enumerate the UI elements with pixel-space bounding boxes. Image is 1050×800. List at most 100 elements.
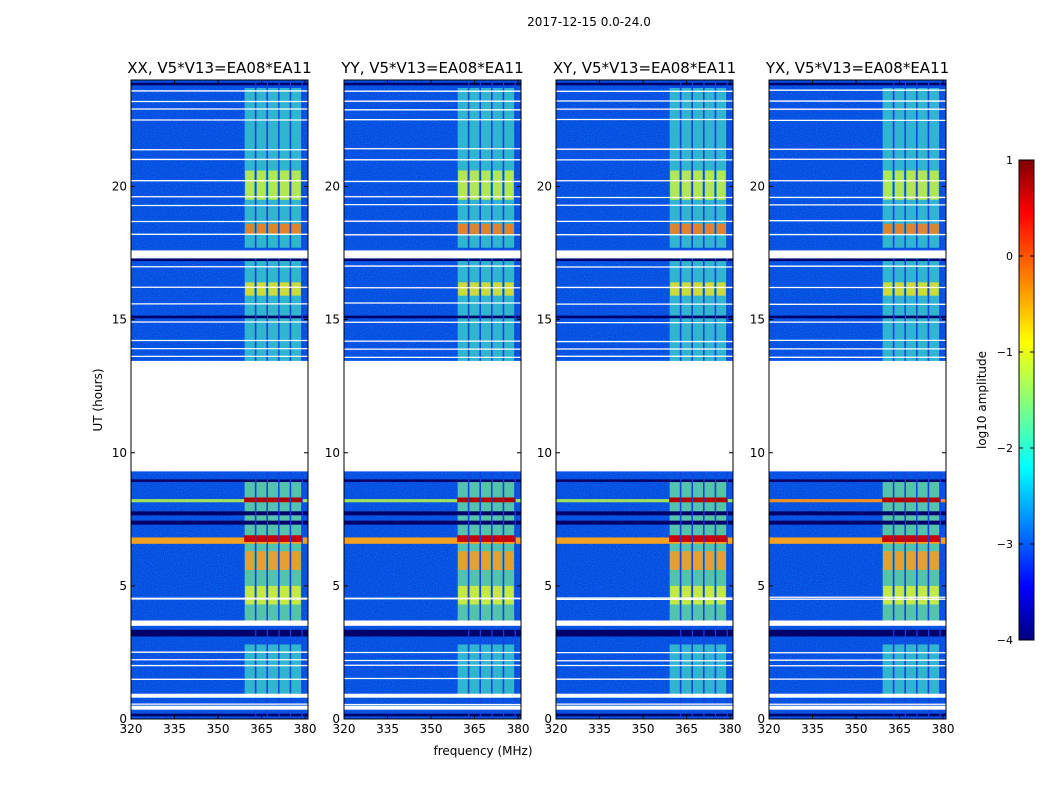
rfi-hotspot: [906, 282, 916, 296]
x-tick-label: 380: [294, 722, 317, 736]
flagged-gap: [131, 360, 308, 365]
rfi-hotspot: [291, 170, 301, 200]
rfi-hotspot: [917, 551, 928, 570]
axes-frame: [768, 79, 947, 720]
rfi-band: [267, 87, 278, 248]
rfi-band: [469, 87, 480, 248]
rfi-band: [905, 87, 916, 248]
axes-frame: [555, 79, 734, 720]
rfi-band: [692, 255, 703, 363]
rfi-band: [469, 644, 480, 698]
rfi-hotspot: [894, 551, 904, 570]
y-tick-label: 10: [325, 446, 340, 460]
rfi-hotspot: [681, 551, 691, 570]
rfi-hotspot: [929, 282, 939, 296]
colorbar-tick-label: −2: [997, 442, 1013, 455]
panel-title: YY, V5*V13=EA08*EA11: [340, 59, 523, 77]
flagged-row: [769, 713, 946, 717]
x-tick-label: 320: [545, 722, 568, 736]
rfi-band: [504, 644, 515, 698]
rfi-hotspot: [245, 170, 255, 200]
rfi-band: [917, 255, 928, 363]
rfi-band: [244, 644, 255, 698]
panel-title: XX, V5*V13=EA08*EA11: [127, 59, 311, 77]
colorbar: −4 −3 −2 −1 0 1 log10 amplitude: [975, 154, 1035, 647]
rfi-hotspot: [704, 282, 715, 296]
rfi-hotspot: [469, 282, 479, 296]
x-tick-label: 380: [719, 722, 742, 736]
rfi-strong-line: [556, 499, 733, 503]
y-tick-label: 20: [112, 180, 127, 194]
rfi-band: [504, 87, 515, 248]
flagged-row: [556, 82, 733, 86]
rfi-band: [291, 255, 302, 363]
rfi-strong-line: [344, 537, 521, 544]
rfi-band: [929, 87, 940, 248]
flagged-row: [556, 315, 733, 319]
x-tick-label: 335: [588, 722, 611, 736]
no-data-gap: [344, 362, 521, 472]
y-tick-label: 20: [325, 180, 340, 194]
rfi-band: [457, 255, 468, 363]
rfi-hotspot: [929, 585, 939, 605]
rfi-hotspot: [906, 585, 916, 605]
rfi-hotspot: [481, 170, 491, 200]
y-tick-label: 0: [332, 712, 340, 726]
y-tick-label: 5: [119, 579, 127, 593]
rfi-hotspot: [693, 585, 703, 605]
rfi-hotspot: [469, 223, 479, 235]
rfi-hotspot: [883, 282, 893, 296]
flagged-row: [556, 511, 733, 516]
rfi-band: [905, 644, 916, 698]
rfi-hotspot: [504, 551, 514, 570]
spectrogram-panel-1: XX, V5*V13=EA08*EA11 320 335 350 365 380 0 5 10 1…: [112, 59, 317, 736]
rfi-hotspot: [670, 223, 680, 235]
rfi-hotspot: [704, 223, 715, 235]
flagged-row: [556, 258, 733, 262]
rfi-hotspot: [291, 223, 301, 235]
rfi-band: [244, 255, 255, 363]
rfi-hotspot: [681, 170, 691, 200]
rfi-band: [492, 255, 503, 363]
rfi-strong-line: [344, 499, 521, 503]
rfi-band: [692, 644, 703, 698]
flagged-gap: [769, 250, 946, 259]
rfi-hotspot: [469, 170, 479, 200]
rfi-hotspot: [917, 170, 928, 200]
rfi-band: [291, 87, 302, 248]
rfi-hotspot: [716, 170, 726, 200]
rfi-hotspot: [268, 585, 278, 605]
rfi-hotspot: [481, 551, 491, 570]
rfi-band: [267, 255, 278, 363]
flagged-row: [344, 713, 521, 717]
rfi-hotspot: [693, 282, 703, 296]
flagged-gap: [769, 620, 946, 626]
rfi-band: [492, 87, 503, 248]
x-tick-label: 350: [632, 722, 655, 736]
y-tick-label: 20: [537, 180, 552, 194]
rfi-hotspot: [670, 551, 680, 570]
rfi-hotspot: [256, 282, 266, 296]
rfi-hotspot: [279, 282, 290, 296]
x-tick-label: 350: [845, 722, 868, 736]
rfi-hotspot: [469, 551, 479, 570]
flagged-row: [131, 258, 308, 262]
rfi-band: [504, 255, 515, 363]
rfi-band: [929, 644, 940, 698]
panel-title: XY, V5*V13=EA08*EA11: [553, 59, 736, 77]
figure-suptitle: 2017-12-15 0.0-24.0: [527, 15, 651, 29]
rfi-strong-core: [882, 497, 941, 503]
rfi-band: [256, 87, 267, 248]
rfi-hotspot: [481, 585, 491, 605]
rfi-band: [669, 644, 680, 698]
rfi-band: [894, 87, 905, 248]
rfi-hotspot: [704, 585, 715, 605]
flagged-row: [344, 511, 521, 516]
flagged-row: [769, 629, 946, 637]
flagged-row: [131, 82, 308, 86]
y-tick-label: 15: [537, 313, 552, 327]
flagged-gap: [556, 620, 733, 626]
rfi-hotspot: [929, 223, 939, 235]
rfi-hotspot: [883, 551, 893, 570]
flagged-row: [131, 629, 308, 637]
